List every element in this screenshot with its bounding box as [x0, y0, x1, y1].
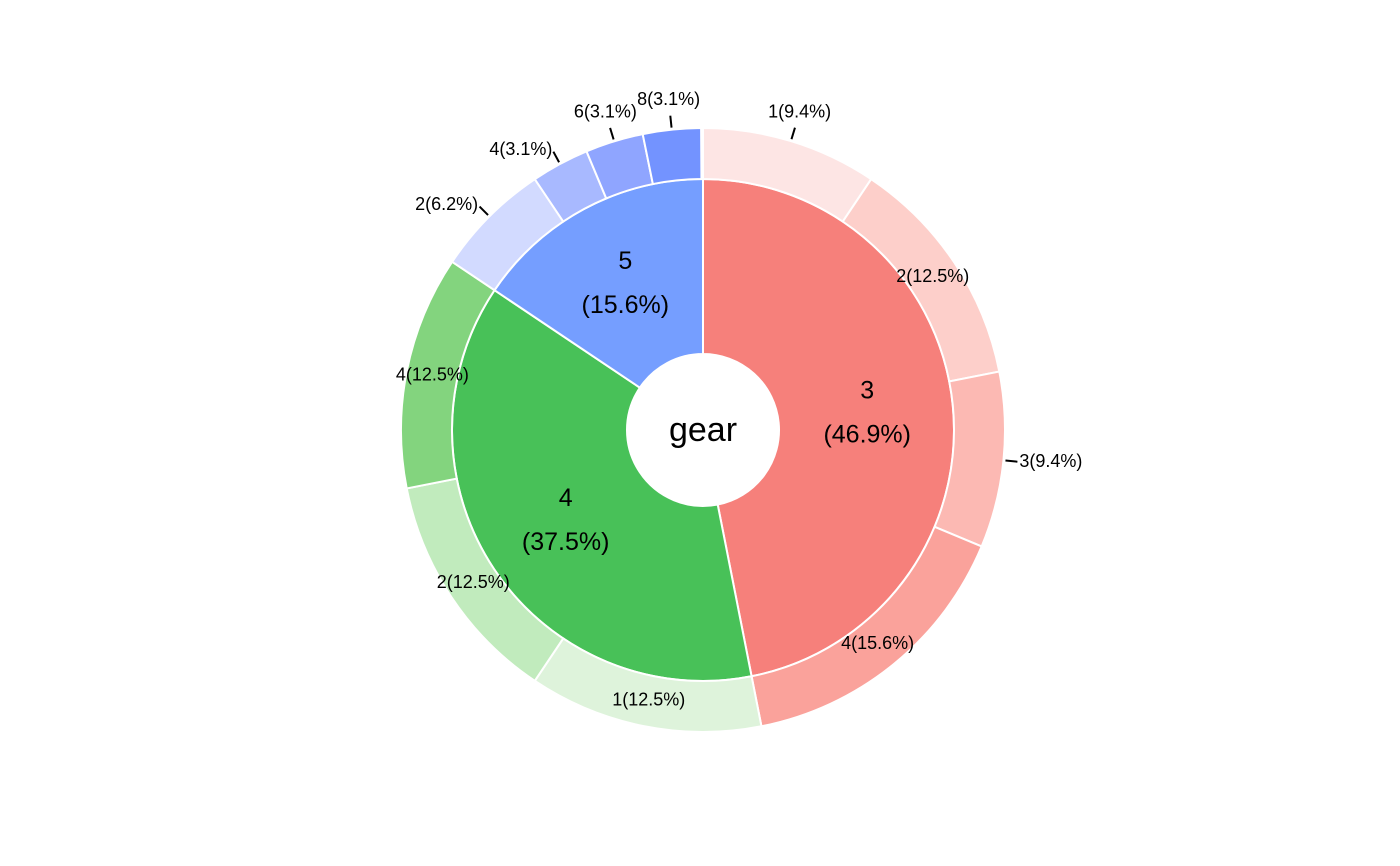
outer-label: 4(3.1%)	[489, 139, 552, 159]
outer-category-label: 1	[768, 101, 778, 121]
outer-category-label: 4	[841, 633, 851, 653]
inner-value-label: (46.9%)	[823, 421, 911, 449]
inner-category-label: 5	[618, 247, 632, 275]
outer-value-label: (15.6%)	[851, 633, 914, 653]
center-label: gear	[669, 411, 737, 449]
outer-value-label: (3.1%)	[584, 101, 637, 121]
outer-category-label: 1	[612, 689, 622, 709]
outer-value-label: (6.2%)	[425, 194, 478, 214]
outer-category-label: 2	[896, 266, 906, 286]
outer-category-label: 2	[437, 572, 447, 592]
outer-value-label: (3.1%)	[499, 139, 552, 159]
outer-category-label: 3	[1019, 451, 1029, 471]
outer-label: 6(3.1%)	[574, 101, 637, 121]
outer-value-label: (12.5%)	[622, 689, 685, 709]
outer-label: 1(12.5%)	[612, 689, 685, 709]
outer-value-label: (12.5%)	[906, 266, 969, 286]
outer-value-label: (9.4%)	[1029, 451, 1082, 471]
leader-line	[609, 127, 615, 140]
outer-label: 4(15.6%)	[841, 633, 914, 653]
inner-value-label: (15.6%)	[582, 291, 670, 319]
outer-category-label: 2	[415, 194, 425, 214]
outer-slice	[641, 126, 703, 186]
outer-value-label: (12.5%)	[406, 364, 469, 384]
outer-category-label: 4	[489, 139, 499, 159]
inner-category-label: 3	[860, 377, 874, 405]
inner-value-label: (37.5%)	[522, 528, 610, 556]
outer-value-label: (9.4%)	[778, 101, 831, 121]
outer-category-label: 6	[574, 101, 584, 121]
leader-line	[478, 205, 489, 216]
outer-label: 2(12.5%)	[437, 572, 510, 592]
outer-label: 4(12.5%)	[396, 364, 469, 384]
leader-line	[669, 115, 673, 128]
outer-category-label: 8	[637, 89, 647, 109]
outer-value-label: (12.5%)	[447, 572, 510, 592]
leader-line	[790, 127, 796, 140]
outer-label: 2(12.5%)	[896, 266, 969, 286]
leader-line	[1005, 459, 1018, 463]
outer-value-label: (3.1%)	[647, 89, 700, 109]
outer-label: 2(6.2%)	[415, 194, 478, 214]
outer-category-label: 4	[396, 364, 406, 384]
outer-label: 8(3.1%)	[637, 89, 700, 109]
outer-label: 3(9.4%)	[1019, 451, 1082, 471]
outer-label: 1(9.4%)	[768, 101, 831, 121]
inner-category-label: 4	[559, 484, 573, 512]
leader-line	[552, 151, 560, 163]
